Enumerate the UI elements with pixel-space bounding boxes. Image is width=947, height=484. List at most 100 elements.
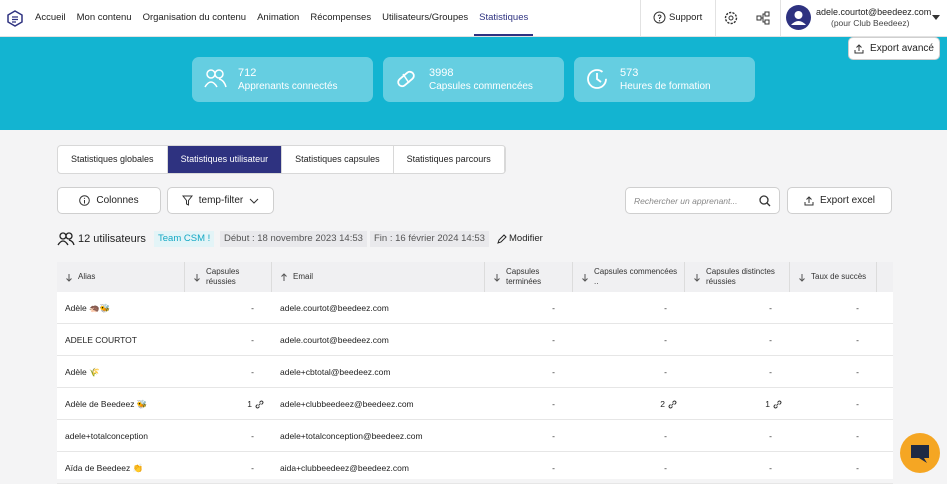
sort-icon	[494, 273, 500, 282]
sort-icon	[799, 273, 805, 282]
cell-text: -	[552, 399, 555, 409]
nav-item[interactable]: Statistiques	[474, 0, 534, 36]
export-advanced-button[interactable]: Export avancé	[848, 37, 940, 60]
tab[interactable]: Statistiques utilisateur	[167, 146, 283, 173]
divider	[640, 0, 641, 36]
edit-icon	[497, 234, 507, 244]
sort-icon	[66, 273, 72, 282]
cell: -	[685, 292, 772, 324]
cell: -	[790, 292, 859, 324]
hierarchy-icon[interactable]	[756, 11, 770, 25]
nav-item[interactable]: Récompenses	[310, 12, 372, 23]
stat-label: Heures de formation	[620, 81, 711, 92]
cell: 1	[185, 388, 264, 420]
column-title: Taux de succès	[811, 272, 867, 281]
cell: -	[185, 324, 254, 356]
nav-item[interactable]: Animation	[257, 12, 300, 23]
cell: -	[685, 420, 772, 452]
cell: -	[573, 292, 667, 324]
avatar[interactable]	[786, 5, 811, 30]
column-header[interactable]: Capsules terminées	[485, 262, 573, 292]
search-icon	[759, 194, 771, 206]
column-header[interactable]: Email	[272, 262, 485, 292]
stat-icon	[397, 70, 415, 88]
nav-item[interactable]: Mon contenu	[76, 12, 132, 23]
tabs: Statistiques globales Statistiques utilis…	[57, 145, 506, 174]
search-input[interactable]: Rechercher un apprenant...	[625, 187, 780, 214]
info-icon	[79, 195, 91, 206]
cell-text: -	[856, 335, 859, 345]
cell-text: Adèle de Beedeez 🐝	[65, 399, 148, 409]
cell-text: Adèle 🌾	[65, 367, 100, 377]
cell: Adèle 🦔🐝	[65, 292, 110, 324]
cell: -	[685, 452, 772, 484]
cell-text: -	[856, 463, 859, 473]
nav-item[interactable]: Organisation du contenu	[142, 12, 247, 23]
filter-button[interactable]: temp-filter	[167, 187, 274, 214]
cell: -	[485, 324, 555, 356]
cell: adele+totalconception	[65, 420, 148, 452]
cell: -	[485, 356, 555, 388]
cell: -	[185, 292, 254, 324]
support-link[interactable]: Support	[669, 12, 703, 23]
column-title: Email	[293, 272, 314, 281]
cell: -	[790, 324, 859, 356]
cell: adele.courtot@beedeez.com	[280, 324, 389, 356]
row-divider	[57, 323, 893, 324]
edit-link[interactable]: Modifier	[509, 233, 543, 244]
cell-text: -	[664, 367, 667, 377]
cell: adele+clubbeedeez@beedeez.com	[280, 388, 414, 420]
cell: Aïda de Beedeez 👏	[65, 452, 143, 484]
users-table: Alias Capsules réussies Email Capsules term…	[57, 262, 893, 484]
divider	[715, 0, 716, 36]
team-chip: Team CSM !	[154, 231, 215, 247]
cell-text: aida+clubbeedeez@beedeez.com	[280, 463, 409, 473]
cell-text: -	[552, 463, 555, 473]
stat-value: 3998	[429, 67, 454, 79]
cell-text: 1	[247, 399, 252, 409]
cell-text: -	[664, 463, 667, 473]
stat-icon	[204, 69, 227, 88]
export-excel-button[interactable]: Export excel	[787, 187, 892, 214]
cell-text: adele.courtot@beedeez.com	[280, 303, 389, 313]
column-header[interactable]: Capsules réussies	[185, 262, 272, 292]
link-icon[interactable]	[773, 400, 782, 409]
link-icon[interactable]	[668, 400, 677, 409]
settings-icon[interactable]	[724, 11, 738, 25]
stat-icon	[587, 69, 607, 89]
cell: -	[573, 452, 667, 484]
export-excel-label: Export excel	[819, 195, 876, 206]
cell: Adèle 🌾	[65, 356, 100, 388]
column-header[interactable]: Capsules commencées ..	[573, 262, 685, 292]
cell-text: -	[251, 335, 254, 345]
sort-icon	[582, 273, 588, 282]
chat-button[interactable]	[900, 433, 940, 473]
stat-value: 573	[620, 67, 639, 79]
filter-icon	[181, 195, 193, 206]
cell: adele+cbtotal@beedeez.com	[280, 356, 390, 388]
cell: -	[485, 292, 555, 324]
nav-item[interactable]: Accueil	[35, 12, 66, 23]
stat-card: 573 Heures de formation	[574, 57, 755, 102]
cell-text: adele.courtot@beedeez.com	[280, 335, 389, 345]
link-icon[interactable]	[255, 400, 264, 409]
tab[interactable]: Statistiques globales	[58, 146, 168, 173]
tab[interactable]: Statistiques capsules	[282, 146, 394, 173]
column-header[interactable]: Capsules distinctes réussies	[685, 262, 790, 292]
user-caret[interactable]	[932, 15, 940, 20]
nav-items: Accueil Mon contenu Organisation du conten…	[35, 0, 534, 36]
user-org: (pour Club Beedeez)	[831, 18, 910, 28]
cell-text: ADELE COURTOT	[65, 335, 137, 345]
cell-text: -	[664, 431, 667, 441]
tab[interactable]: Statistiques parcours	[394, 146, 505, 173]
columns-button[interactable]: Colonnes	[57, 187, 161, 214]
cell-text: -	[664, 335, 667, 345]
column-header[interactable]: Alias	[57, 262, 185, 292]
column-header[interactable]: Taux de succès	[790, 262, 877, 292]
cell-text: adele+clubbeedeez@beedeez.com	[280, 399, 414, 409]
cell-text: -	[856, 303, 859, 313]
nav-item[interactable]: Utilisateurs/Groupes	[382, 12, 469, 23]
cell: -	[573, 324, 667, 356]
